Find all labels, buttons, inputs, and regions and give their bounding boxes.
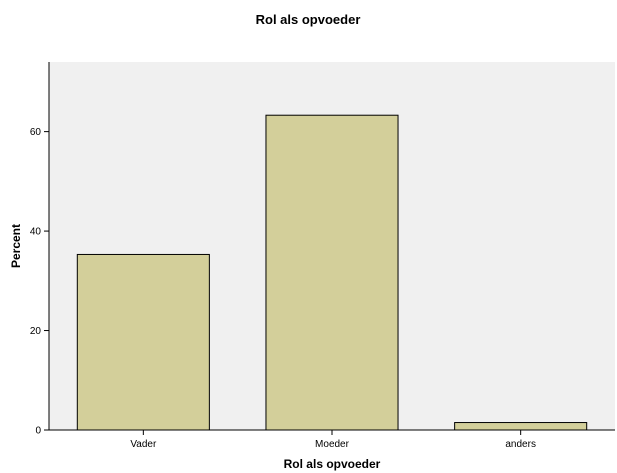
chart-title: Rol als opvoeder — [256, 12, 361, 27]
y-axis-title: Percent — [9, 224, 23, 268]
bar-anders — [454, 422, 588, 431]
y-tick-label: 0 — [35, 426, 41, 437]
y-tick-label: 40 — [30, 227, 42, 238]
bar-moeder — [265, 114, 399, 431]
x-tick-label: anders — [505, 439, 536, 450]
y-tick-label: 20 — [30, 326, 42, 337]
y-axis: 0 20 40 60 — [30, 127, 49, 437]
x-tick-label: Vader — [130, 439, 157, 450]
x-tick-label: Moeder — [315, 439, 350, 450]
bar-vader — [76, 253, 210, 431]
x-axis: Vader Moeder anders — [130, 430, 536, 450]
x-axis-title: Rol als opvoeder — [284, 457, 381, 471]
y-tick-label: 60 — [30, 127, 42, 138]
bars-group — [76, 114, 588, 431]
